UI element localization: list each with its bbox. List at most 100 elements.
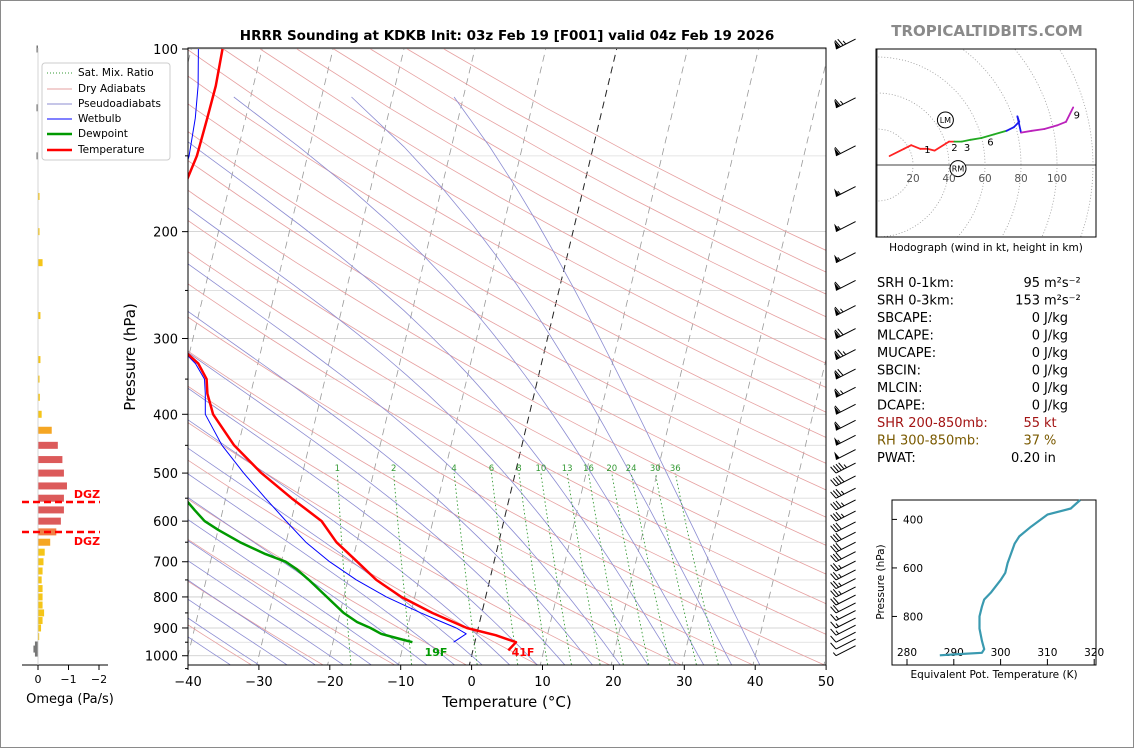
mixing-ratio-line [393,473,413,665]
hodograph-segment [1030,128,1046,132]
hodograph-segment [980,133,995,139]
temperature-tick-label: −40 [174,675,201,690]
index-label: SBCIN: [877,364,921,379]
skewt-y-axis-label: Pressure (hPa) [121,303,139,411]
isotherm [188,48,334,658]
theta-e-y-axis-label: Pressure (hPa) [875,544,887,619]
wind-barb-flag [834,406,840,415]
wind-barb-feather [834,306,841,314]
hodograph-panel: 1 2 3 6 9 LM RM Hodograph (wind in kt, height … [875,48,1097,254]
isotherm [468,48,618,665]
wind-barb-feather [832,563,840,570]
wind-barb-half-feather [838,573,842,578]
wind-barb-feather [834,421,841,429]
wind-barb-staff [835,638,856,650]
wind-barb-feather [834,370,841,378]
wind-barb-feather [837,38,844,46]
theta-e-line [939,499,1081,657]
storm-motion-marker [936,111,954,129]
isotherm [327,48,476,665]
mixing-ratio-label: 30 [650,464,661,474]
wind-barb-feather [834,281,841,289]
index-value: 0 [1032,346,1040,361]
index-unit: J/kg [1043,311,1068,326]
index-unit: % [1044,434,1056,449]
temperature-tick-label: 20 [605,675,622,690]
wind-barb-staff [835,602,856,614]
dry-adiabat [296,48,826,341]
wind-barb-half-feather [838,564,842,569]
wind-barb-half-feather [840,502,845,507]
wind-barb-staff [835,487,856,499]
wind-barb [834,97,856,109]
hodograph-segment [1016,115,1022,134]
wind-barb-feather [835,476,842,484]
wind-barb-flag [834,451,840,460]
hodograph-segment [960,138,972,143]
theta-e-y-tick-label: 400 [903,514,923,526]
mixing-ratio-line [566,473,601,665]
wind-barb-feather [830,613,837,621]
storm-motion-label: LM [940,116,951,125]
omega-bar [38,482,67,490]
omega-bar [38,517,61,525]
wind-barb-feather [837,368,844,376]
theta-e-tick-label: 300 [991,647,1011,659]
temperature-tick-label: −30 [245,675,272,690]
wind-barb [830,586,856,598]
wind-barb-feather [834,40,841,48]
mixing-ratio-line [654,473,697,665]
temperature-tick-label: 30 [676,675,693,690]
wind-barb-staff [835,551,856,563]
index-unit: in [1044,451,1056,466]
pressure-tick-label: 700 [153,556,178,571]
pseudoadiabat [188,310,594,665]
wind-barb [834,368,856,380]
wind-barb-feather [838,475,845,483]
hodograph-ring [1058,49,1094,237]
wind-barb [834,252,856,264]
wind-barb-feather [834,405,841,413]
omega-panel: 0 −1 −2 Omega (Pa/s) DGZ DGZ [22,45,114,707]
wind-barb [830,462,856,474]
wind-barb-staff [835,38,856,50]
wind-barb-feather [832,513,840,521]
hodograph-height-mark: 3 [964,143,970,154]
omega-bar [34,649,38,657]
legend-label: Dry Adiabats [78,83,146,95]
wind-barb-flag [834,330,840,339]
pseudoadiabat [188,560,345,665]
surface-dewpoint-label: 19F [425,646,448,659]
pressure-tick-label: 500 [153,467,178,482]
mixing-ratio-label: 1 [335,464,340,474]
wind-barb-feather [832,465,840,473]
hodograph-segment [1020,129,1033,134]
dry-adiabat [188,538,396,665]
legend-label: Dewpoint [78,128,128,140]
dry-adiabat [188,385,683,665]
wind-barb-feather [835,532,842,540]
dry-adiabat [188,219,826,575]
omega-bar [38,259,43,267]
wind-barb-staff [835,586,856,598]
wind-barb-feather [832,604,840,612]
wind-barb-half-feather [838,590,842,595]
wind-barb-half-feather [835,615,840,620]
wind-barb-feather [830,525,837,533]
hodograph-segment [933,140,950,152]
hodograph-segment [1005,126,1015,132]
wind-barb-staff [835,631,856,643]
wind-barb [830,624,856,636]
hodograph-height-mark: 6 [987,138,993,149]
index-unit: J/kg [1043,364,1068,379]
pseudoadiabat [188,447,483,665]
isotherm [610,48,759,665]
dry-adiabat [188,189,826,546]
index-label: SHR 200-850mb: [877,416,988,431]
omega-tick-label: 0 [35,673,42,686]
wind-barb [834,434,856,446]
index-value: 0 [1032,329,1040,344]
mixing-ratio-label: 2 [391,464,396,474]
pseudoadiabat [188,579,317,665]
dry-adiabat [188,75,826,438]
